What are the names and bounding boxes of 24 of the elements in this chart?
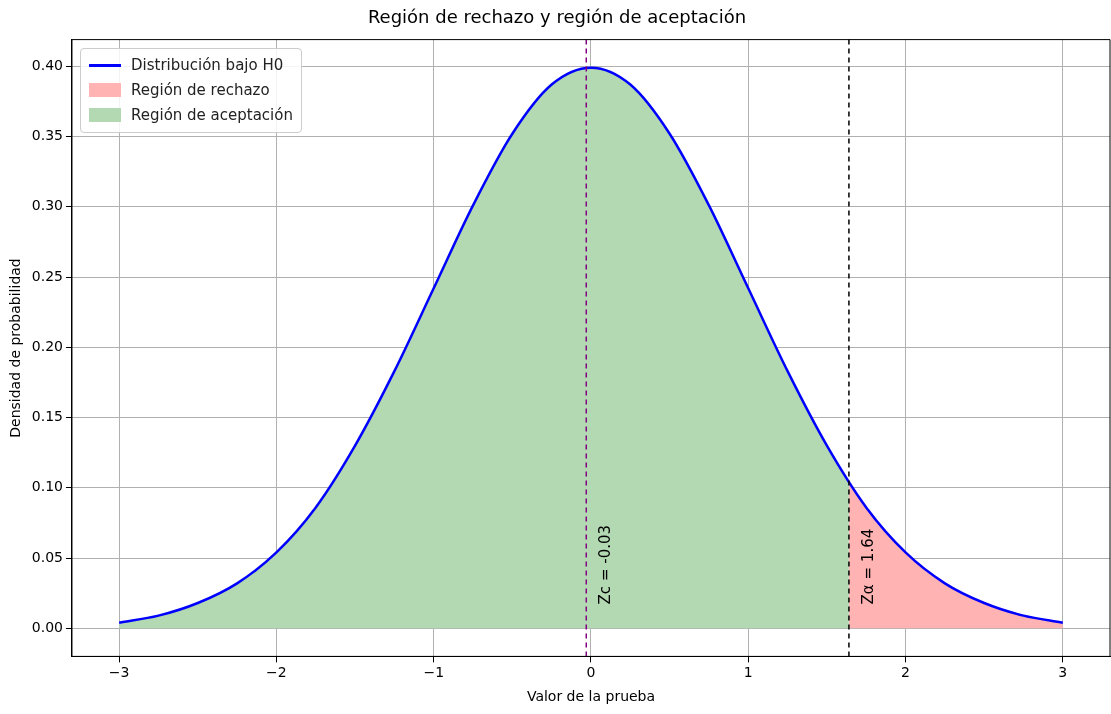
y-tick-label: 0.35 <box>31 127 63 144</box>
y-tick-label: 0.40 <box>31 56 63 73</box>
legend-label: Región de rechazo <box>130 81 270 100</box>
x-tick-label: −1 <box>423 664 445 681</box>
ref-line-label: Zα = 1.64 <box>858 528 877 605</box>
y-tick-label: 0.10 <box>31 478 63 495</box>
y-tick-label: 0.00 <box>31 618 63 635</box>
y-tick-label: 0.30 <box>31 197 63 214</box>
legend-label: Distribución bajo H0 <box>130 56 284 75</box>
x-tick-label: 3 <box>1058 664 1068 681</box>
x-axis-title: Valor de la prueba <box>526 688 656 705</box>
y-axis-title: Densidad de probabilidad <box>7 258 24 438</box>
x-tick-label: 0 <box>586 664 596 681</box>
y-tick-label: 0.05 <box>31 548 63 565</box>
x-tick-label: 1 <box>743 664 753 681</box>
legend-label: Región de aceptación <box>130 106 293 125</box>
y-tick-label: 0.25 <box>31 267 63 284</box>
x-tick-label: −3 <box>108 664 130 681</box>
y-tick-label: 0.15 <box>31 408 63 425</box>
chart-title: Región de rechazo y región de aceptación <box>367 6 747 28</box>
x-tick-label: 2 <box>901 664 910 681</box>
y-tick-label: 0.20 <box>31 337 63 354</box>
x-tick-label: −2 <box>266 664 287 681</box>
ref-line-label: Zc = -0.03 <box>596 524 615 605</box>
